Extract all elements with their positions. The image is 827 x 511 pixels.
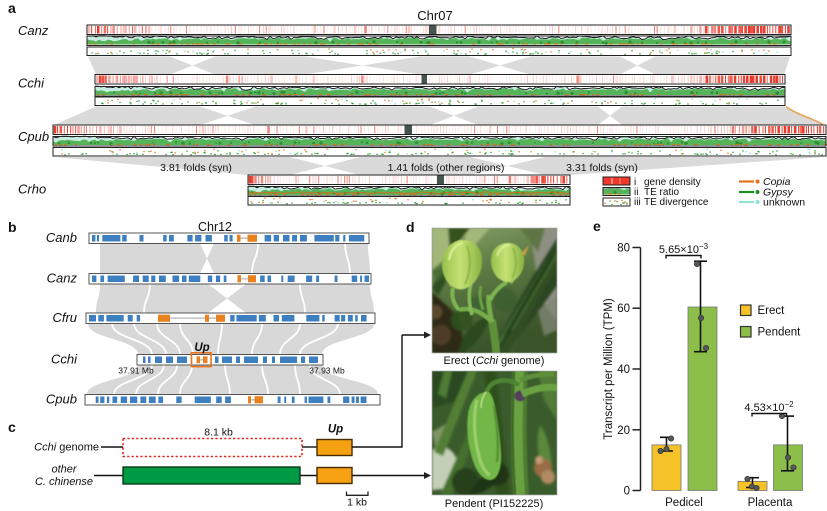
svg-text:Cchi genome: Cchi genome [34,442,99,454]
svg-text:Copia: Copia [763,176,791,188]
svg-text:Cpub: Cpub [18,129,49,144]
svg-text:Cchi: Cchi [18,76,45,91]
svg-text:Up: Up [328,424,343,436]
svg-text:TE ratio: TE ratio [644,187,679,198]
svg-text:Pendent (PI152225): Pendent (PI152225) [445,498,543,510]
svg-text:Transcript per Million (TPM): Transcript per Million (TPM) [603,298,615,440]
svg-text:Crho: Crho [18,182,46,197]
svg-text:Cpub: Cpub [46,392,77,407]
svg-text:Pendent: Pendent [758,327,802,339]
svg-text:unknown: unknown [763,197,805,209]
svg-text:1 kb: 1 kb [347,497,367,509]
svg-text:C. chinense: C. chinense [35,476,93,488]
svg-text:40: 40 [617,364,630,376]
svg-text:Erect: Erect [758,305,786,317]
svg-text:5.65×10−3: 5.65×10−3 [659,242,709,256]
svg-text:8.1 kb: 8.1 kb [204,427,233,439]
svg-text:Up: Up [194,342,209,354]
svg-text:Cchi: Cchi [51,352,78,367]
svg-text:Placenta: Placenta [748,497,793,509]
svg-text:other: other [51,464,77,476]
svg-text:TE divergence: TE divergence [644,197,709,208]
svg-text:Chr07: Chr07 [417,8,452,23]
svg-text:Erect (Cchi genome): Erect (Cchi genome) [444,355,545,367]
svg-text:a: a [8,0,16,16]
svg-text:Canz: Canz [47,271,78,286]
svg-text:Canb: Canb [46,230,77,245]
svg-text:iii: iii [634,197,641,208]
svg-text:i: i [634,177,636,188]
svg-text:Cfru: Cfru [52,310,77,325]
svg-text:3.81 folds (syn): 3.81 folds (syn) [160,162,232,174]
svg-text:37.93 Mb: 37.93 Mb [309,366,345,376]
svg-text:Gypsy: Gypsy [763,187,794,199]
svg-text:Chr12: Chr12 [198,220,232,234]
svg-text:d: d [406,219,415,235]
svg-text:1.41 folds (other regions): 1.41 folds (other regions) [388,162,505,174]
svg-text:4.53×10−2: 4.53×10−2 [744,400,794,414]
svg-text:60: 60 [617,303,630,315]
svg-text:37.91 Mb: 37.91 Mb [118,366,154,376]
svg-text:b: b [8,219,17,235]
svg-text:ii: ii [634,187,638,198]
svg-text:c: c [8,419,16,435]
svg-text:gene density: gene density [644,177,701,188]
svg-text:3.31 folds (syn): 3.31 folds (syn) [566,162,638,174]
svg-text:80: 80 [617,243,630,255]
svg-text:Pedicel: Pedicel [665,497,703,509]
svg-text:0: 0 [624,486,630,498]
svg-text:Canz: Canz [18,23,49,38]
svg-text:20: 20 [617,425,630,437]
svg-text:e: e [593,218,601,234]
